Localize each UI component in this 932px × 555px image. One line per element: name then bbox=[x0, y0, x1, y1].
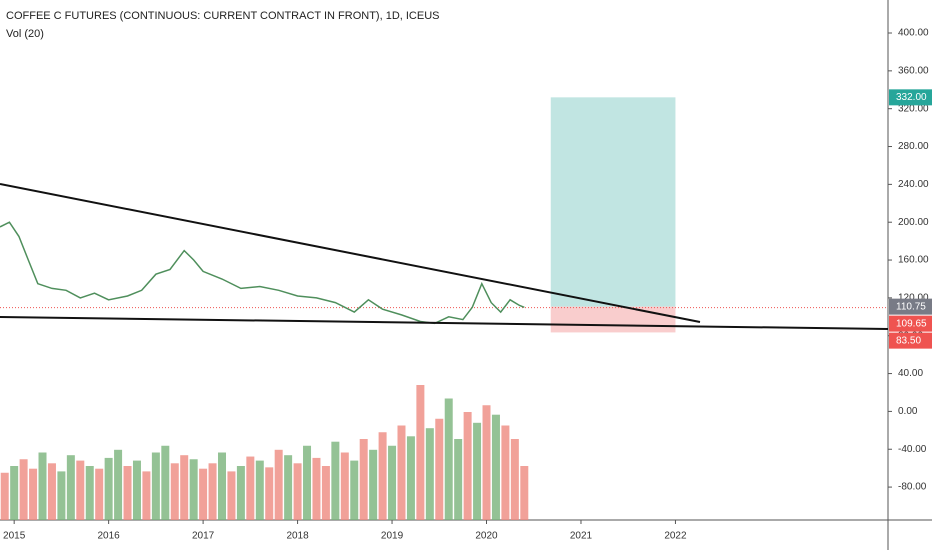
price-badge-label: 110.75 bbox=[896, 301, 926, 312]
volume-bar bbox=[359, 439, 368, 520]
volume-bar bbox=[123, 466, 132, 520]
volume-bar bbox=[114, 449, 123, 520]
y-tick-label: 360.00 bbox=[898, 65, 929, 76]
volume-bar bbox=[265, 467, 274, 520]
y-tick-label: 160.00 bbox=[898, 255, 929, 266]
volume-bar bbox=[482, 405, 491, 520]
volume-bar bbox=[208, 463, 217, 520]
volume-bar bbox=[180, 455, 189, 520]
volume-bar bbox=[189, 459, 198, 520]
volume-bar bbox=[293, 463, 302, 520]
y-tick-label: 40.00 bbox=[898, 368, 923, 379]
volume-bar bbox=[104, 457, 113, 520]
trend-line bbox=[0, 315, 889, 331]
indicator-label: Vol (20) bbox=[6, 28, 44, 40]
volume-bar bbox=[85, 466, 94, 520]
volume-bar bbox=[340, 452, 349, 520]
volume-bar bbox=[312, 457, 321, 520]
volume-bar bbox=[331, 441, 340, 520]
trend-line bbox=[0, 183, 701, 323]
x-tick-label: 2015 bbox=[3, 531, 26, 542]
volume-bar bbox=[227, 471, 236, 520]
volume-bar bbox=[284, 455, 293, 520]
volume-bar bbox=[57, 471, 66, 520]
volume-bar bbox=[491, 414, 500, 520]
price-badge bbox=[889, 332, 932, 349]
y-tick-label: -80.00 bbox=[898, 482, 927, 493]
volume-bar bbox=[416, 385, 425, 520]
volume-bar bbox=[388, 445, 397, 520]
volume-bar bbox=[397, 425, 406, 520]
volume-bar bbox=[378, 432, 387, 520]
volume-bar bbox=[29, 468, 38, 520]
y-tick-label: 320.00 bbox=[898, 103, 929, 114]
volume-bar bbox=[444, 398, 453, 520]
x-tick-label: 2018 bbox=[286, 531, 309, 542]
volume-bar bbox=[274, 449, 283, 520]
x-tick-label: 2020 bbox=[475, 531, 498, 542]
volume-bar bbox=[463, 412, 472, 520]
volume-bar bbox=[350, 460, 359, 520]
volume-bar bbox=[425, 428, 434, 520]
volume-bar bbox=[501, 425, 510, 520]
volume-bar bbox=[236, 466, 245, 520]
price-line bbox=[0, 221, 525, 325]
volume-bar bbox=[520, 466, 529, 520]
volume-bar bbox=[170, 463, 179, 520]
volume-bar bbox=[132, 460, 141, 520]
profit-zone bbox=[550, 97, 676, 307]
y-tick-label: 400.00 bbox=[898, 28, 929, 39]
volume-bar bbox=[321, 466, 330, 520]
volume-bar bbox=[19, 459, 28, 520]
price-badge bbox=[889, 315, 932, 332]
volume-bar bbox=[95, 468, 104, 520]
volume-bar bbox=[454, 439, 463, 520]
volume-bar bbox=[38, 452, 47, 520]
y-tick-label: -40.00 bbox=[898, 444, 927, 455]
price-badge bbox=[889, 298, 932, 315]
volume-bar bbox=[66, 455, 75, 520]
chart-title: COFFEE C FUTURES (CONTINUOUS: CURRENT CO… bbox=[6, 10, 440, 22]
y-tick-label: 240.00 bbox=[898, 179, 929, 190]
price-badge-label: 109.65 bbox=[896, 318, 927, 329]
volume-bar bbox=[406, 436, 415, 520]
y-tick-label: 280.00 bbox=[898, 141, 929, 152]
volume-bar bbox=[199, 468, 208, 520]
volume-bar bbox=[303, 445, 312, 520]
volume-bar bbox=[255, 460, 264, 520]
price-badge-label: 332.00 bbox=[896, 92, 927, 103]
volume-bar bbox=[510, 439, 519, 520]
x-tick-label: 2016 bbox=[98, 531, 121, 542]
y-tick-label: 0.00 bbox=[898, 406, 918, 417]
x-tick-label: 2021 bbox=[570, 531, 593, 542]
y-tick-label: 120.00 bbox=[898, 293, 929, 304]
price-badge-label: 83.50 bbox=[896, 335, 921, 346]
volume-bar bbox=[161, 445, 170, 520]
volume-bar bbox=[218, 452, 226, 520]
x-tick-label: 2017 bbox=[192, 531, 215, 542]
volume-bar bbox=[76, 460, 85, 520]
y-tick-label: 200.00 bbox=[898, 217, 929, 228]
volume-bar bbox=[10, 466, 19, 520]
volume-bar bbox=[47, 463, 56, 520]
volume-bar bbox=[142, 471, 151, 520]
volume-bar bbox=[473, 422, 482, 520]
volume-bar bbox=[369, 449, 378, 520]
volume-bar bbox=[0, 472, 9, 520]
price-badge bbox=[889, 89, 932, 106]
loss-zone bbox=[550, 306, 676, 333]
volume-bar bbox=[151, 452, 160, 520]
x-tick-label: 2022 bbox=[664, 531, 687, 542]
volume-bar bbox=[246, 456, 255, 520]
x-tick-label: 2019 bbox=[381, 531, 404, 542]
volume-bar bbox=[435, 418, 444, 520]
